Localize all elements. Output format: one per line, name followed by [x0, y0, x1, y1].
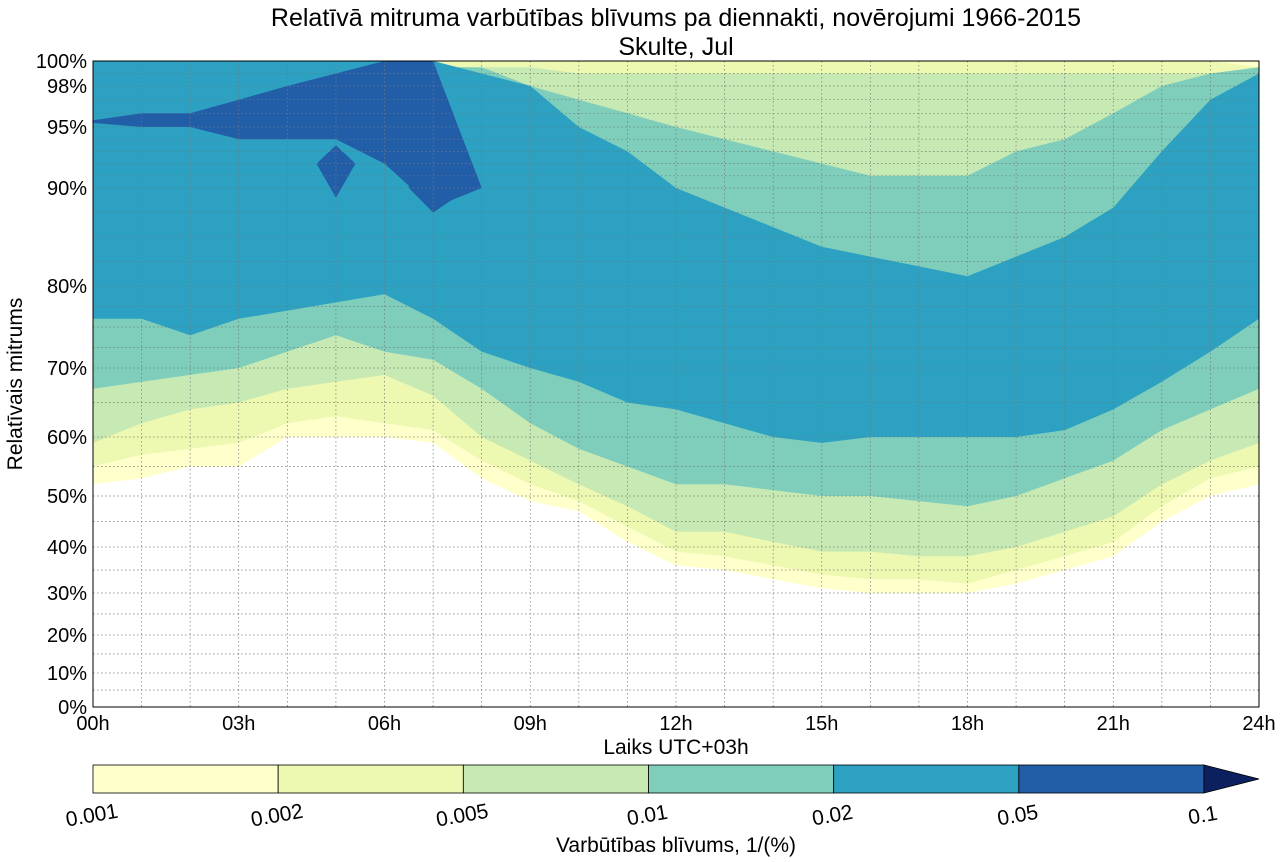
x-tick-label: 18h: [951, 713, 984, 735]
x-tick-label: 00h: [76, 713, 109, 735]
x-tick-label: 15h: [805, 713, 838, 735]
x-tick-label: 09h: [514, 713, 547, 735]
y-axis-label: Relatīvais mitrums: [4, 298, 27, 471]
x-tick-label: 24h: [1242, 713, 1275, 735]
colorbar-tick-label: 0.001: [64, 800, 120, 832]
colorbar-extend-max: [1203, 764, 1260, 794]
y-tick-label: 70%: [47, 358, 87, 380]
contour-island-0.05-2: [408, 133, 463, 213]
colorbar-swatch-0.05: [1018, 764, 1205, 794]
y-tick-label: 100%: [36, 51, 87, 73]
colorbar-swatch-0.02: [833, 764, 1020, 794]
x-tick-label: 21h: [1097, 713, 1130, 735]
x-tick-label: 12h: [659, 713, 692, 735]
colorbar-tick-label: 0.02: [810, 801, 854, 831]
y-tick-label: 80%: [47, 276, 87, 298]
contour-island-0.05-1: [316, 145, 356, 198]
plot-frame: [92, 60, 1260, 708]
y-tick-label: 40%: [47, 537, 87, 559]
plot-area: [92, 60, 1260, 708]
colorbar-swatch-0.002: [277, 764, 464, 794]
colorbar-tick-label: 0.002: [249, 800, 305, 832]
y-tick-label: 60%: [47, 427, 87, 449]
colorbar: 0.001 0.002 0.005 0.01 0.02 0.05 0.1: [64, 764, 1260, 832]
colorbar-label: Varbūtības blīvums, 1/(%): [556, 834, 796, 857]
y-tick-label: 10%: [47, 663, 87, 685]
colorbar-tick-label: 0.1: [1186, 802, 1219, 830]
y-tick-label: 95%: [47, 117, 87, 139]
colorbar-tick-label: 0.05: [996, 801, 1040, 831]
y-tick-label: 90%: [47, 178, 87, 200]
y-tick-label: 98%: [47, 76, 87, 98]
x-tick-label: 03h: [222, 713, 255, 735]
y-tick-label: 50%: [47, 486, 87, 508]
colorbar-tick-label: 0.01: [625, 801, 669, 831]
chart-subtitle: Skulte, Jul: [618, 33, 733, 61]
colorbar-swatch-0.01: [648, 764, 835, 794]
y-tick-label: 20%: [47, 625, 87, 647]
x-axis-ticks: 00h 03h 06h 09h 12h 15h 18h 21h 24h: [76, 713, 1275, 735]
x-tick-label: 06h: [368, 713, 401, 735]
y-tick-label: 30%: [47, 583, 87, 605]
colorbar-tick-label: 0.005: [434, 800, 490, 832]
chart-title: Relatīvā mitruma varbūtības blīvums pa d…: [271, 4, 1081, 32]
colorbar-swatch-0.001: [92, 764, 279, 794]
y-axis-ticks: 0% 10% 20% 30% 40% 50% 60% 70% 80% 90% 95% 98% 100%: [36, 51, 87, 719]
y-tick-label: 0%: [58, 697, 87, 719]
colorbar-swatch-0.005: [462, 764, 649, 794]
x-axis-label: Laiks UTC+03h: [603, 736, 748, 759]
